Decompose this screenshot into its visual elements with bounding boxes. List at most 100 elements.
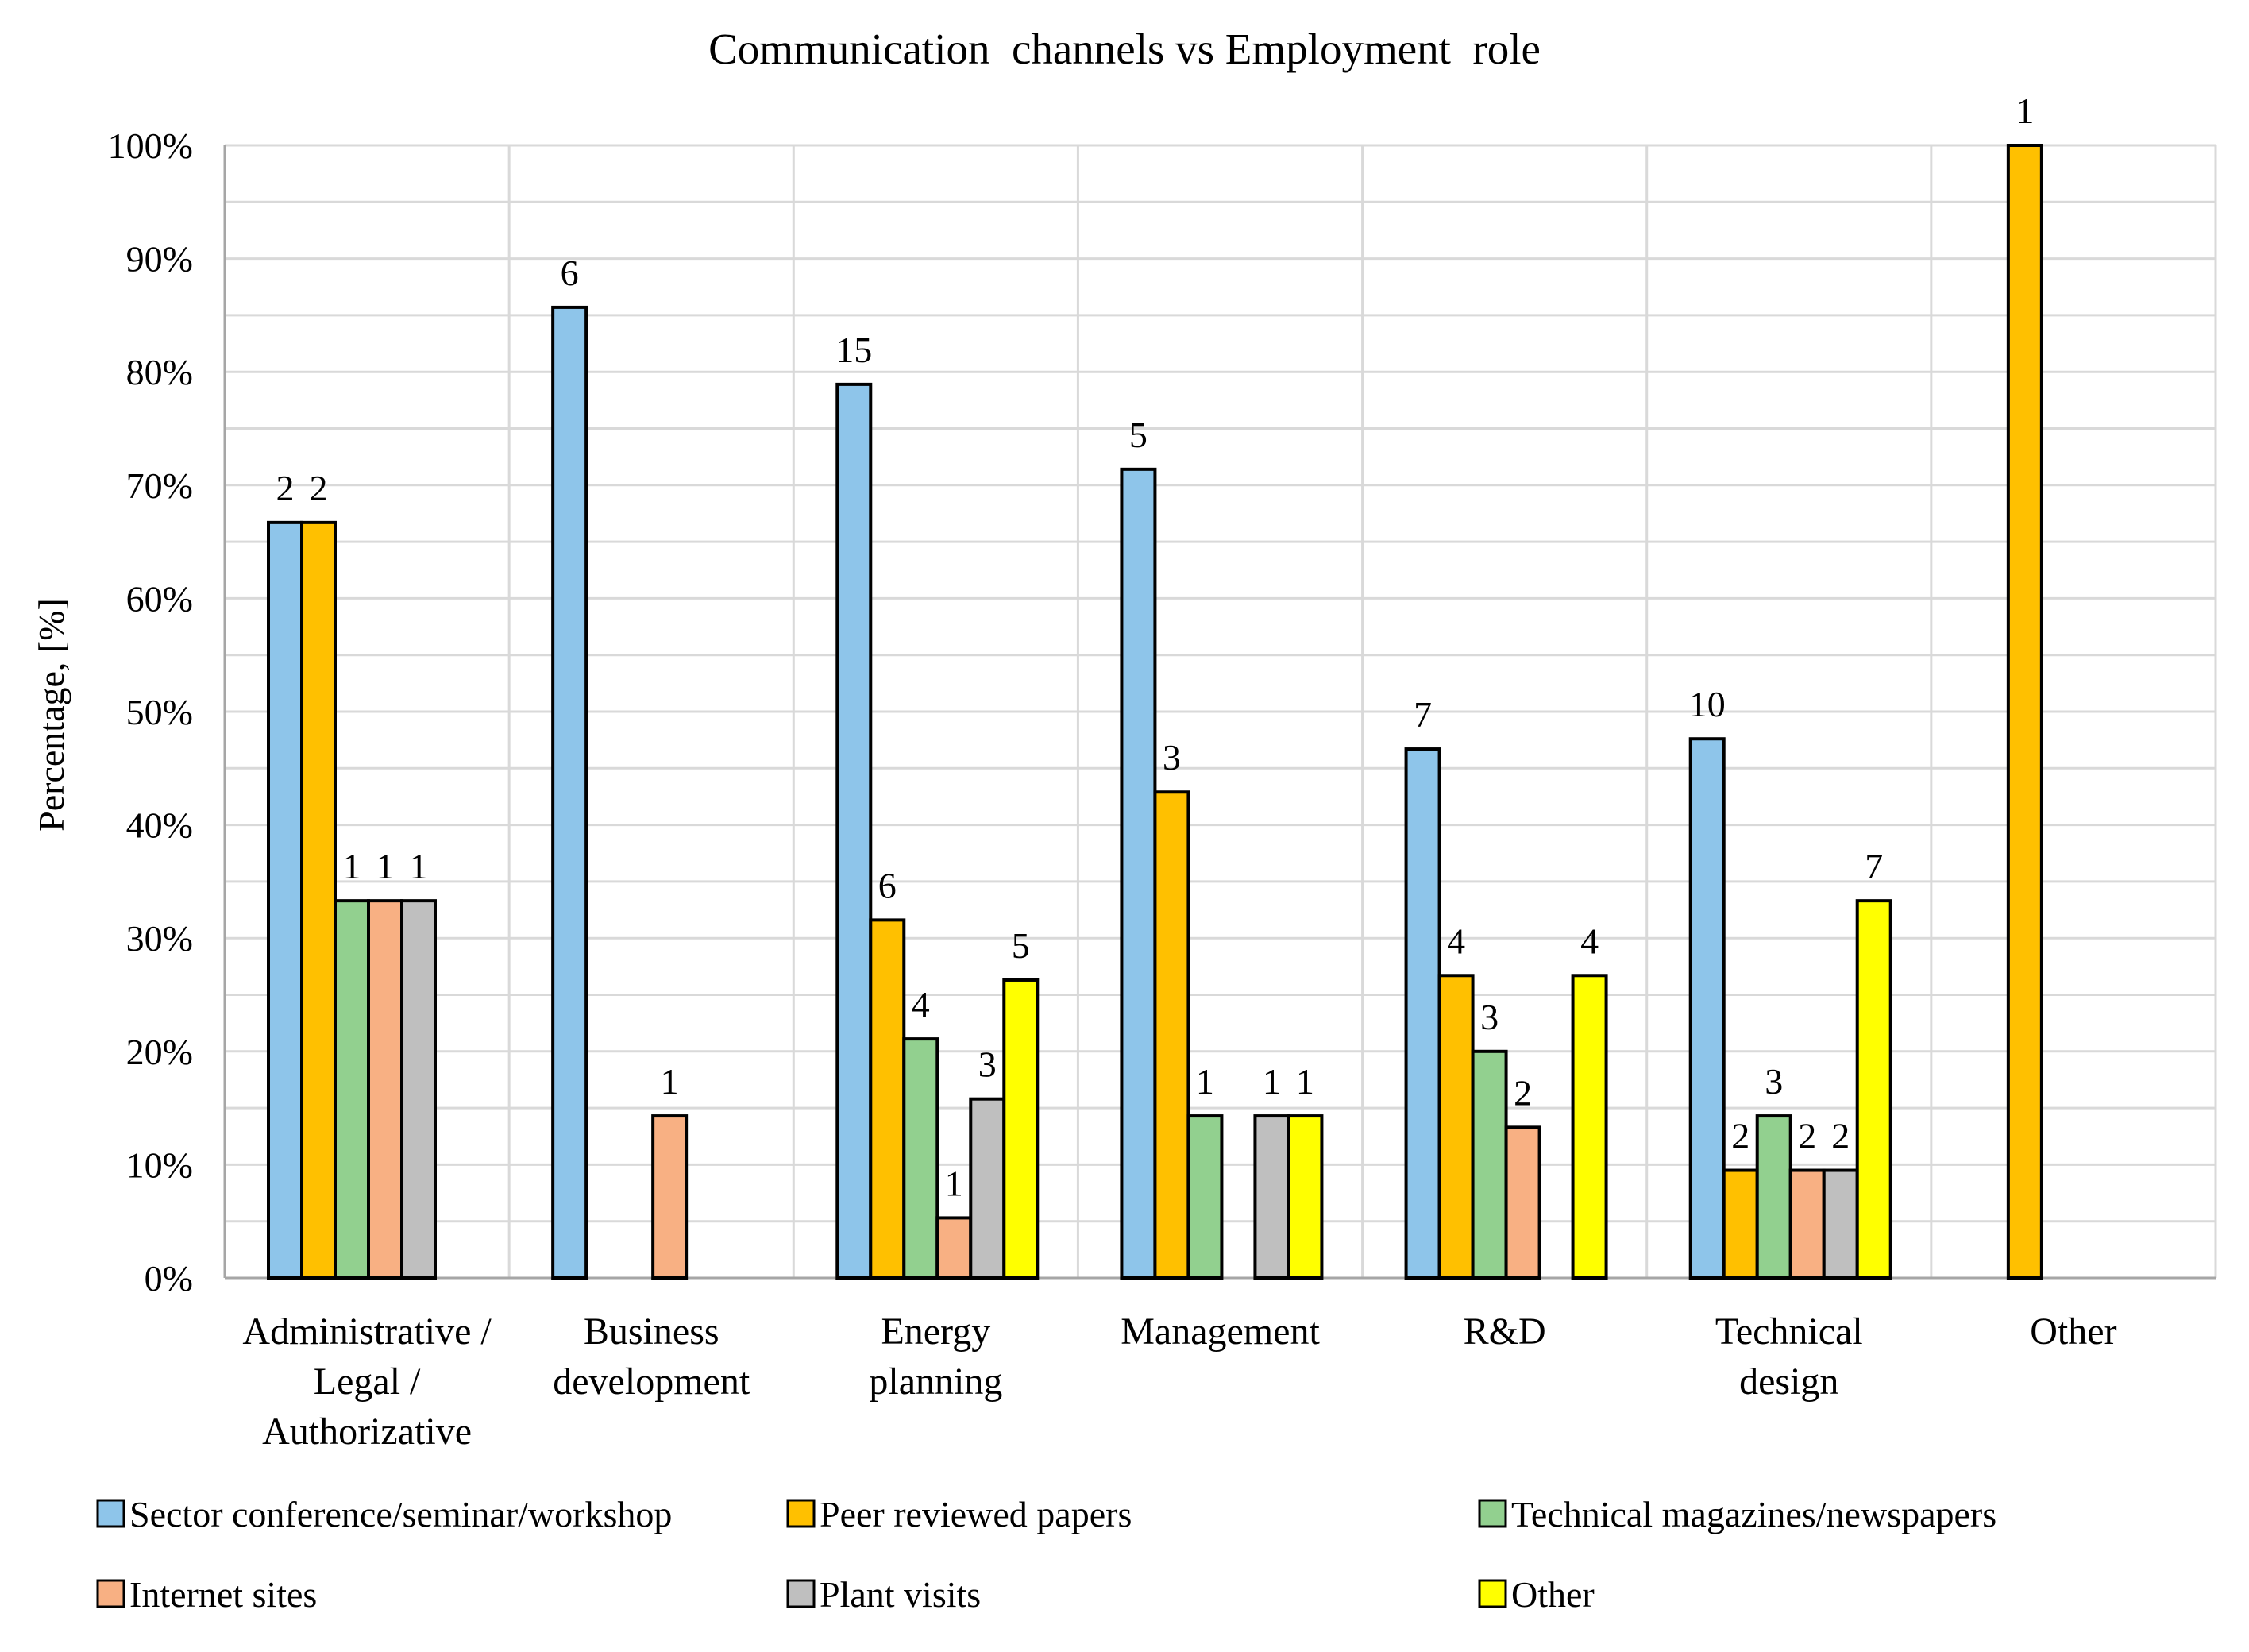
bar-data-label: 1 (1296, 1061, 1314, 1102)
bar-data-label: 5 (1012, 925, 1030, 966)
bar (551, 305, 588, 1280)
chart-title: Communication channels vs Employment rol… (708, 25, 1541, 73)
bar-data-label: 2 (1514, 1072, 1532, 1113)
y-tick-label: 80% (126, 352, 193, 392)
x-category-label: Technical design (1715, 1310, 1863, 1403)
bar (400, 899, 437, 1280)
y-tick-label: 90% (126, 239, 193, 280)
bar-data-label: 2 (276, 468, 295, 508)
x-category-label-line: design (1739, 1361, 1838, 1403)
x-category-label: Business development (553, 1310, 750, 1403)
bar (1471, 1049, 1508, 1280)
legend-swatch (1478, 1499, 1507, 1528)
bar (1120, 467, 1157, 1280)
bar (1688, 737, 1726, 1280)
bar (1855, 899, 1892, 1280)
bar-data-label: 10 (1689, 684, 1726, 724)
y-tick-label: 60% (126, 578, 193, 619)
legend-swatch (786, 1499, 816, 1528)
legend-label: Sector conference/seminar/workshop (129, 1494, 672, 1534)
x-category-label-line: R&D (1464, 1310, 1546, 1353)
bar (1404, 747, 1441, 1280)
y-tick-label: 20% (126, 1032, 193, 1072)
bar (1722, 1168, 1759, 1280)
x-category-label: Administrative / Legal / Authorizative (242, 1310, 492, 1453)
bar (1788, 1168, 1826, 1280)
bar-data-label: 15 (835, 330, 872, 370)
bar (1437, 974, 1475, 1280)
bar (869, 918, 906, 1280)
legend-swatch (1478, 1579, 1507, 1608)
legend-label: Plant visits (820, 1574, 981, 1615)
bar-data-label: 1 (1263, 1061, 1281, 1102)
x-category-label-line: Authorizative (262, 1411, 472, 1453)
y-tick-label: 0% (145, 1258, 193, 1299)
bar (1755, 1114, 1792, 1280)
y-tick-label: 30% (126, 918, 193, 959)
bar-data-label: 5 (1129, 415, 1148, 455)
bar-data-label: 1 (2016, 91, 2034, 131)
bar (1571, 974, 1608, 1280)
bar-data-label: 1 (376, 846, 395, 886)
bar-data-label: 6 (561, 253, 579, 293)
bar-data-label: 4 (1580, 921, 1599, 961)
bar-data-label: 1 (661, 1061, 679, 1102)
x-category-label-line: development (553, 1361, 750, 1403)
bar (1002, 978, 1040, 1280)
bar (334, 899, 370, 1280)
legend-label: Technical magazines/newspapers (1511, 1494, 1996, 1534)
bar-data-label: 7 (1414, 694, 1432, 735)
bar (267, 520, 303, 1280)
bar-data-label: 1 (410, 846, 428, 886)
bar-data-label: 1 (945, 1163, 963, 1203)
bar-data-label: 2 (310, 468, 328, 508)
x-category-label-line: Business (584, 1310, 719, 1353)
bar (1822, 1168, 1859, 1280)
bar (935, 1216, 973, 1280)
x-category-label-line: Technical (1715, 1310, 1863, 1353)
x-category-label-line: Legal / (314, 1361, 421, 1403)
y-tick-label: 70% (126, 465, 193, 506)
bar-data-label: 3 (1765, 1061, 1783, 1102)
bar (1153, 790, 1190, 1280)
y-tick-label: 10% (126, 1144, 193, 1185)
bar (902, 1037, 939, 1280)
x-category-label-line: Management (1121, 1310, 1320, 1353)
legend-label: Other (1511, 1574, 1595, 1615)
x-category-label: Energy planning (869, 1310, 1002, 1403)
bar (300, 520, 337, 1280)
bar (1253, 1114, 1290, 1280)
legend-swatch (786, 1579, 816, 1608)
bar-data-label: 4 (912, 984, 930, 1025)
legend-swatch (96, 1579, 125, 1608)
y-axis-title: Percentage, [%] (31, 598, 71, 832)
bar (1186, 1114, 1224, 1280)
bar (1504, 1125, 1541, 1280)
bar (1287, 1114, 1324, 1280)
bar-data-label: 2 (1731, 1116, 1749, 1156)
bar-data-label: 3 (978, 1044, 997, 1085)
x-category-label-line: Administrative / (242, 1310, 492, 1353)
bar-data-label: 2 (1831, 1116, 1850, 1156)
bar-data-label: 4 (1447, 921, 1465, 961)
x-category-label-line: planning (869, 1361, 1002, 1403)
gridlines (225, 144, 2217, 1278)
bar-data-label: 1 (1196, 1061, 1214, 1102)
bar-data-label: 6 (878, 865, 897, 905)
bar-data-label: 1 (343, 846, 361, 886)
bar (835, 382, 873, 1280)
legend-swatch (96, 1499, 125, 1528)
legend-label: Peer reviewed papers (820, 1494, 1132, 1534)
bar (651, 1114, 689, 1280)
y-tick-label: 40% (126, 805, 193, 846)
x-category-label-line: Energy (881, 1310, 990, 1353)
x-category-label: Management (1121, 1310, 1320, 1353)
bar (2006, 144, 2043, 1280)
x-category-label-line: Other (2030, 1310, 2116, 1353)
legend-label: Internet sites (129, 1574, 317, 1615)
x-category-label: R&D (1464, 1310, 1546, 1353)
bar (969, 1097, 1006, 1280)
